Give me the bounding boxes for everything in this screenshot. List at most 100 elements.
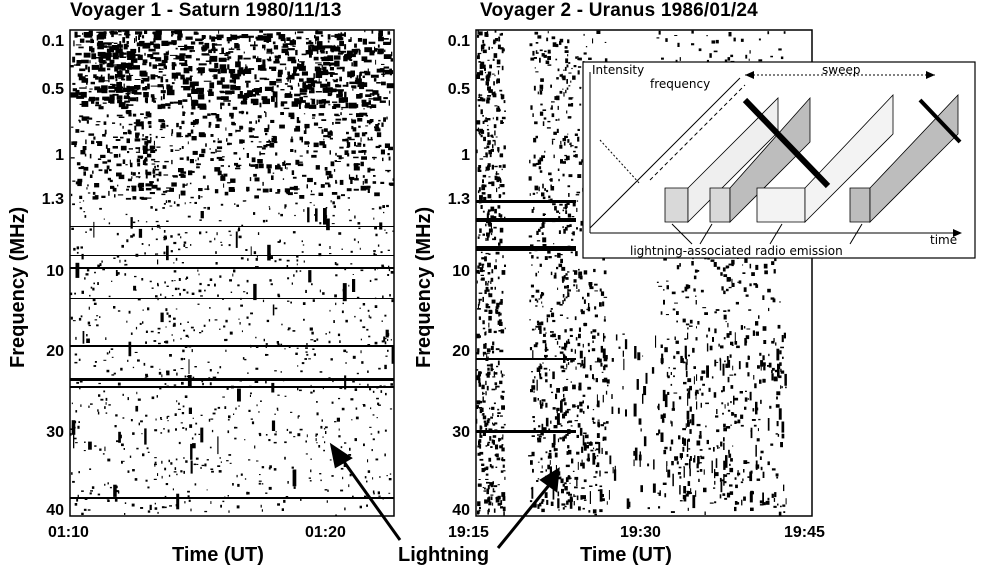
speckle — [298, 100, 306, 103]
speckle — [96, 35, 99, 41]
speckle — [296, 347, 299, 349]
speckle — [565, 464, 570, 468]
speckle — [504, 110, 506, 112]
speckle — [774, 369, 778, 373]
speckle — [486, 154, 488, 158]
speckle — [500, 370, 502, 374]
speckle — [356, 372, 359, 375]
speckle — [682, 361, 686, 364]
speckle — [272, 304, 275, 316]
speckle — [594, 314, 598, 318]
speckle — [321, 57, 330, 62]
speckle — [286, 428, 289, 431]
lightning-arrows — [329, 442, 560, 549]
speckle — [144, 30, 148, 34]
speckle — [574, 405, 577, 407]
speckle — [758, 38, 761, 41]
speckle — [605, 355, 608, 360]
speckle — [128, 113, 132, 117]
speckle — [166, 220, 169, 222]
speckle — [566, 500, 569, 505]
speckle — [113, 306, 116, 309]
speckle — [749, 50, 751, 54]
speckle — [388, 146, 393, 151]
speckle — [479, 408, 483, 414]
speckle — [200, 196, 203, 198]
speckle — [272, 172, 275, 174]
speckle — [571, 232, 574, 235]
speckle — [348, 484, 350, 488]
speckle — [770, 297, 775, 300]
speckle — [301, 362, 305, 365]
speckle — [592, 329, 597, 333]
speckle — [263, 33, 267, 36]
speckle — [124, 95, 129, 97]
speckle — [274, 55, 280, 59]
lightning-annotation: Lightning — [398, 544, 490, 566]
speckle — [122, 125, 124, 129]
speckle — [306, 77, 315, 84]
speckle — [482, 120, 485, 124]
speckle — [502, 506, 506, 512]
speckle — [275, 96, 278, 103]
speckle — [80, 130, 85, 133]
speckle — [330, 358, 333, 361]
speckle — [371, 104, 377, 108]
speckle — [711, 40, 716, 44]
speckle — [248, 36, 251, 42]
speckle — [591, 348, 596, 352]
speckle — [582, 296, 584, 300]
speckle — [315, 208, 318, 222]
speckle — [329, 253, 332, 255]
speckle — [225, 90, 232, 95]
speckle — [696, 423, 701, 427]
speckle — [145, 136, 149, 139]
speckle — [291, 73, 300, 76]
speckle — [157, 511, 159, 514]
speckle — [728, 263, 732, 266]
speckle — [390, 271, 394, 274]
speckle — [750, 507, 754, 511]
speckle — [535, 305, 538, 307]
speckle — [314, 182, 317, 185]
speckle — [187, 495, 190, 498]
band-line — [70, 298, 394, 299]
speckle — [685, 362, 688, 371]
speckle — [96, 121, 101, 123]
speckle — [292, 469, 297, 487]
speckle — [355, 77, 357, 82]
speckle — [321, 419, 323, 422]
speckle — [274, 81, 282, 83]
speckle — [548, 51, 551, 54]
speckle — [479, 458, 484, 461]
speckle — [723, 274, 728, 277]
speckle — [477, 72, 480, 77]
speckle — [349, 447, 351, 451]
speckle — [537, 478, 540, 480]
speckle — [204, 463, 207, 467]
speckle — [311, 80, 318, 84]
speckle — [740, 424, 744, 427]
speckle — [540, 86, 542, 89]
speckle — [131, 89, 138, 94]
speckle — [331, 192, 338, 195]
speckle — [189, 75, 193, 77]
speckle — [539, 91, 543, 95]
speckle — [285, 51, 289, 56]
speckle — [553, 275, 557, 279]
speckle — [209, 35, 212, 40]
speckle — [332, 201, 335, 205]
speckle — [497, 147, 500, 152]
speckle — [541, 223, 545, 228]
speckle — [538, 228, 541, 232]
speckle — [307, 145, 309, 147]
speckle — [189, 202, 192, 204]
speckle — [557, 287, 559, 290]
speckle — [330, 161, 335, 167]
speckle — [176, 132, 182, 138]
speckle — [90, 38, 93, 44]
speckle — [380, 149, 385, 155]
speckle — [222, 500, 225, 503]
speckle — [305, 351, 308, 353]
speckle — [179, 126, 182, 130]
